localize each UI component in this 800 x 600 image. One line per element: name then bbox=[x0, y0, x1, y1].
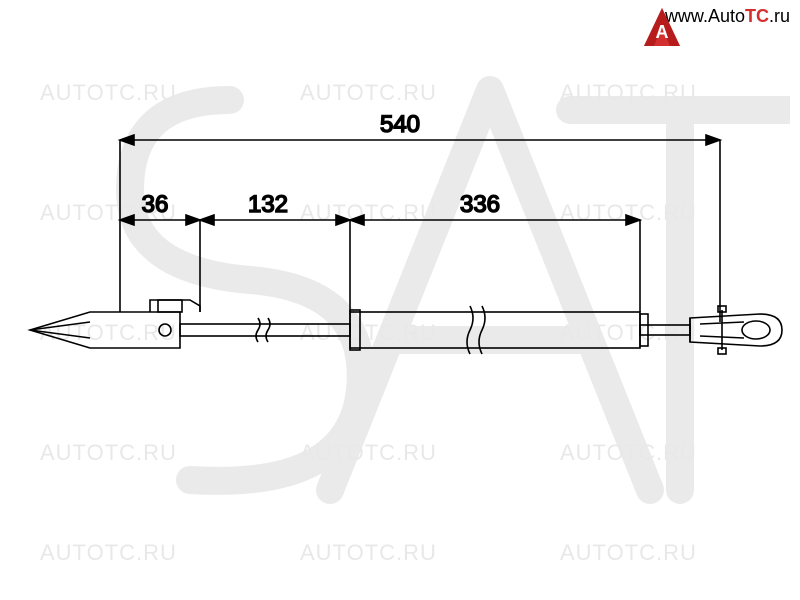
dim-seg-right-label: 336 bbox=[460, 191, 500, 218]
url-accent: TC bbox=[745, 6, 769, 26]
drawing-canvas: AUTOTC.RU AUTOTC.RU AUTOTC.RU AUTOTC.RU … bbox=[0, 0, 800, 600]
svg-text:A: A bbox=[656, 22, 669, 42]
dim-seg-mid: 132 bbox=[200, 191, 350, 312]
right-clevis bbox=[690, 306, 782, 354]
dim-seg-right: 336 bbox=[350, 191, 640, 312]
url-mid: Auto bbox=[708, 6, 745, 26]
dim-overall-label: 540 bbox=[380, 111, 420, 138]
thin-shaft bbox=[180, 318, 350, 342]
left-bracket bbox=[30, 300, 200, 348]
cylinder-body bbox=[350, 306, 640, 354]
right-rod bbox=[640, 314, 690, 346]
dim-seg-left: 36 bbox=[120, 191, 200, 312]
part-drawing: 540 36 132 bbox=[0, 0, 800, 600]
url-suffix: .ru bbox=[769, 6, 790, 26]
dim-seg-mid-label: 132 bbox=[248, 191, 288, 218]
dim-seg-left-label: 36 bbox=[142, 191, 169, 218]
